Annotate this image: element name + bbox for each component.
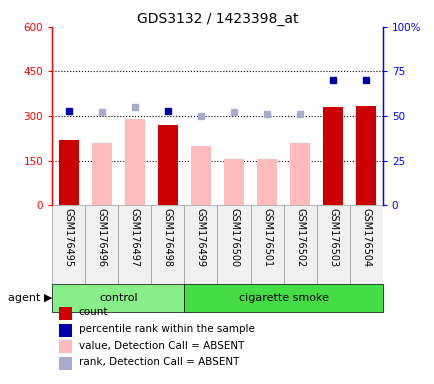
Bar (217, 205, 250, 284)
Bar (52, 284, 184, 312)
Bar (59, 307, 72, 320)
Bar (52, 205, 85, 284)
Bar (184, 284, 382, 312)
Text: GSM176500: GSM176500 (229, 207, 238, 266)
Bar (191, 146, 210, 205)
Text: cigarette smoke: cigarette smoke (238, 293, 328, 303)
Bar (92, 143, 112, 205)
Bar (158, 125, 178, 205)
Text: rank, Detection Call = ABSENT: rank, Detection Call = ABSENT (79, 357, 238, 367)
Bar (289, 143, 309, 205)
Bar (184, 205, 217, 284)
Text: value, Detection Call = ABSENT: value, Detection Call = ABSENT (79, 341, 243, 351)
Text: GSM176497: GSM176497 (130, 207, 139, 266)
Bar (224, 159, 243, 205)
Bar (118, 205, 151, 284)
Bar (256, 159, 276, 205)
Title: GDS3132 / 1423398_at: GDS3132 / 1423398_at (136, 12, 298, 26)
Bar (59, 340, 72, 353)
Bar (355, 106, 375, 205)
Text: GSM176502: GSM176502 (295, 207, 304, 267)
Bar (59, 324, 72, 336)
Text: GSM176501: GSM176501 (262, 207, 271, 266)
Text: agent ▶: agent ▶ (8, 293, 52, 303)
Bar (59, 357, 72, 370)
Text: GSM176503: GSM176503 (328, 207, 337, 266)
Text: GSM176499: GSM176499 (196, 207, 205, 266)
Text: GSM176498: GSM176498 (163, 207, 172, 266)
Text: GSM176495: GSM176495 (64, 207, 73, 266)
Text: GSM176504: GSM176504 (361, 207, 370, 266)
Text: GSM176496: GSM176496 (97, 207, 106, 266)
Text: percentile rank within the sample: percentile rank within the sample (79, 324, 254, 334)
Bar (322, 107, 342, 205)
Bar (59, 140, 79, 205)
Bar (250, 205, 283, 284)
Text: control: control (99, 293, 137, 303)
Text: count: count (79, 307, 108, 317)
Bar (283, 205, 316, 284)
Bar (151, 205, 184, 284)
Bar (349, 205, 382, 284)
Bar (85, 205, 118, 284)
Bar (125, 119, 145, 205)
Bar (316, 205, 349, 284)
